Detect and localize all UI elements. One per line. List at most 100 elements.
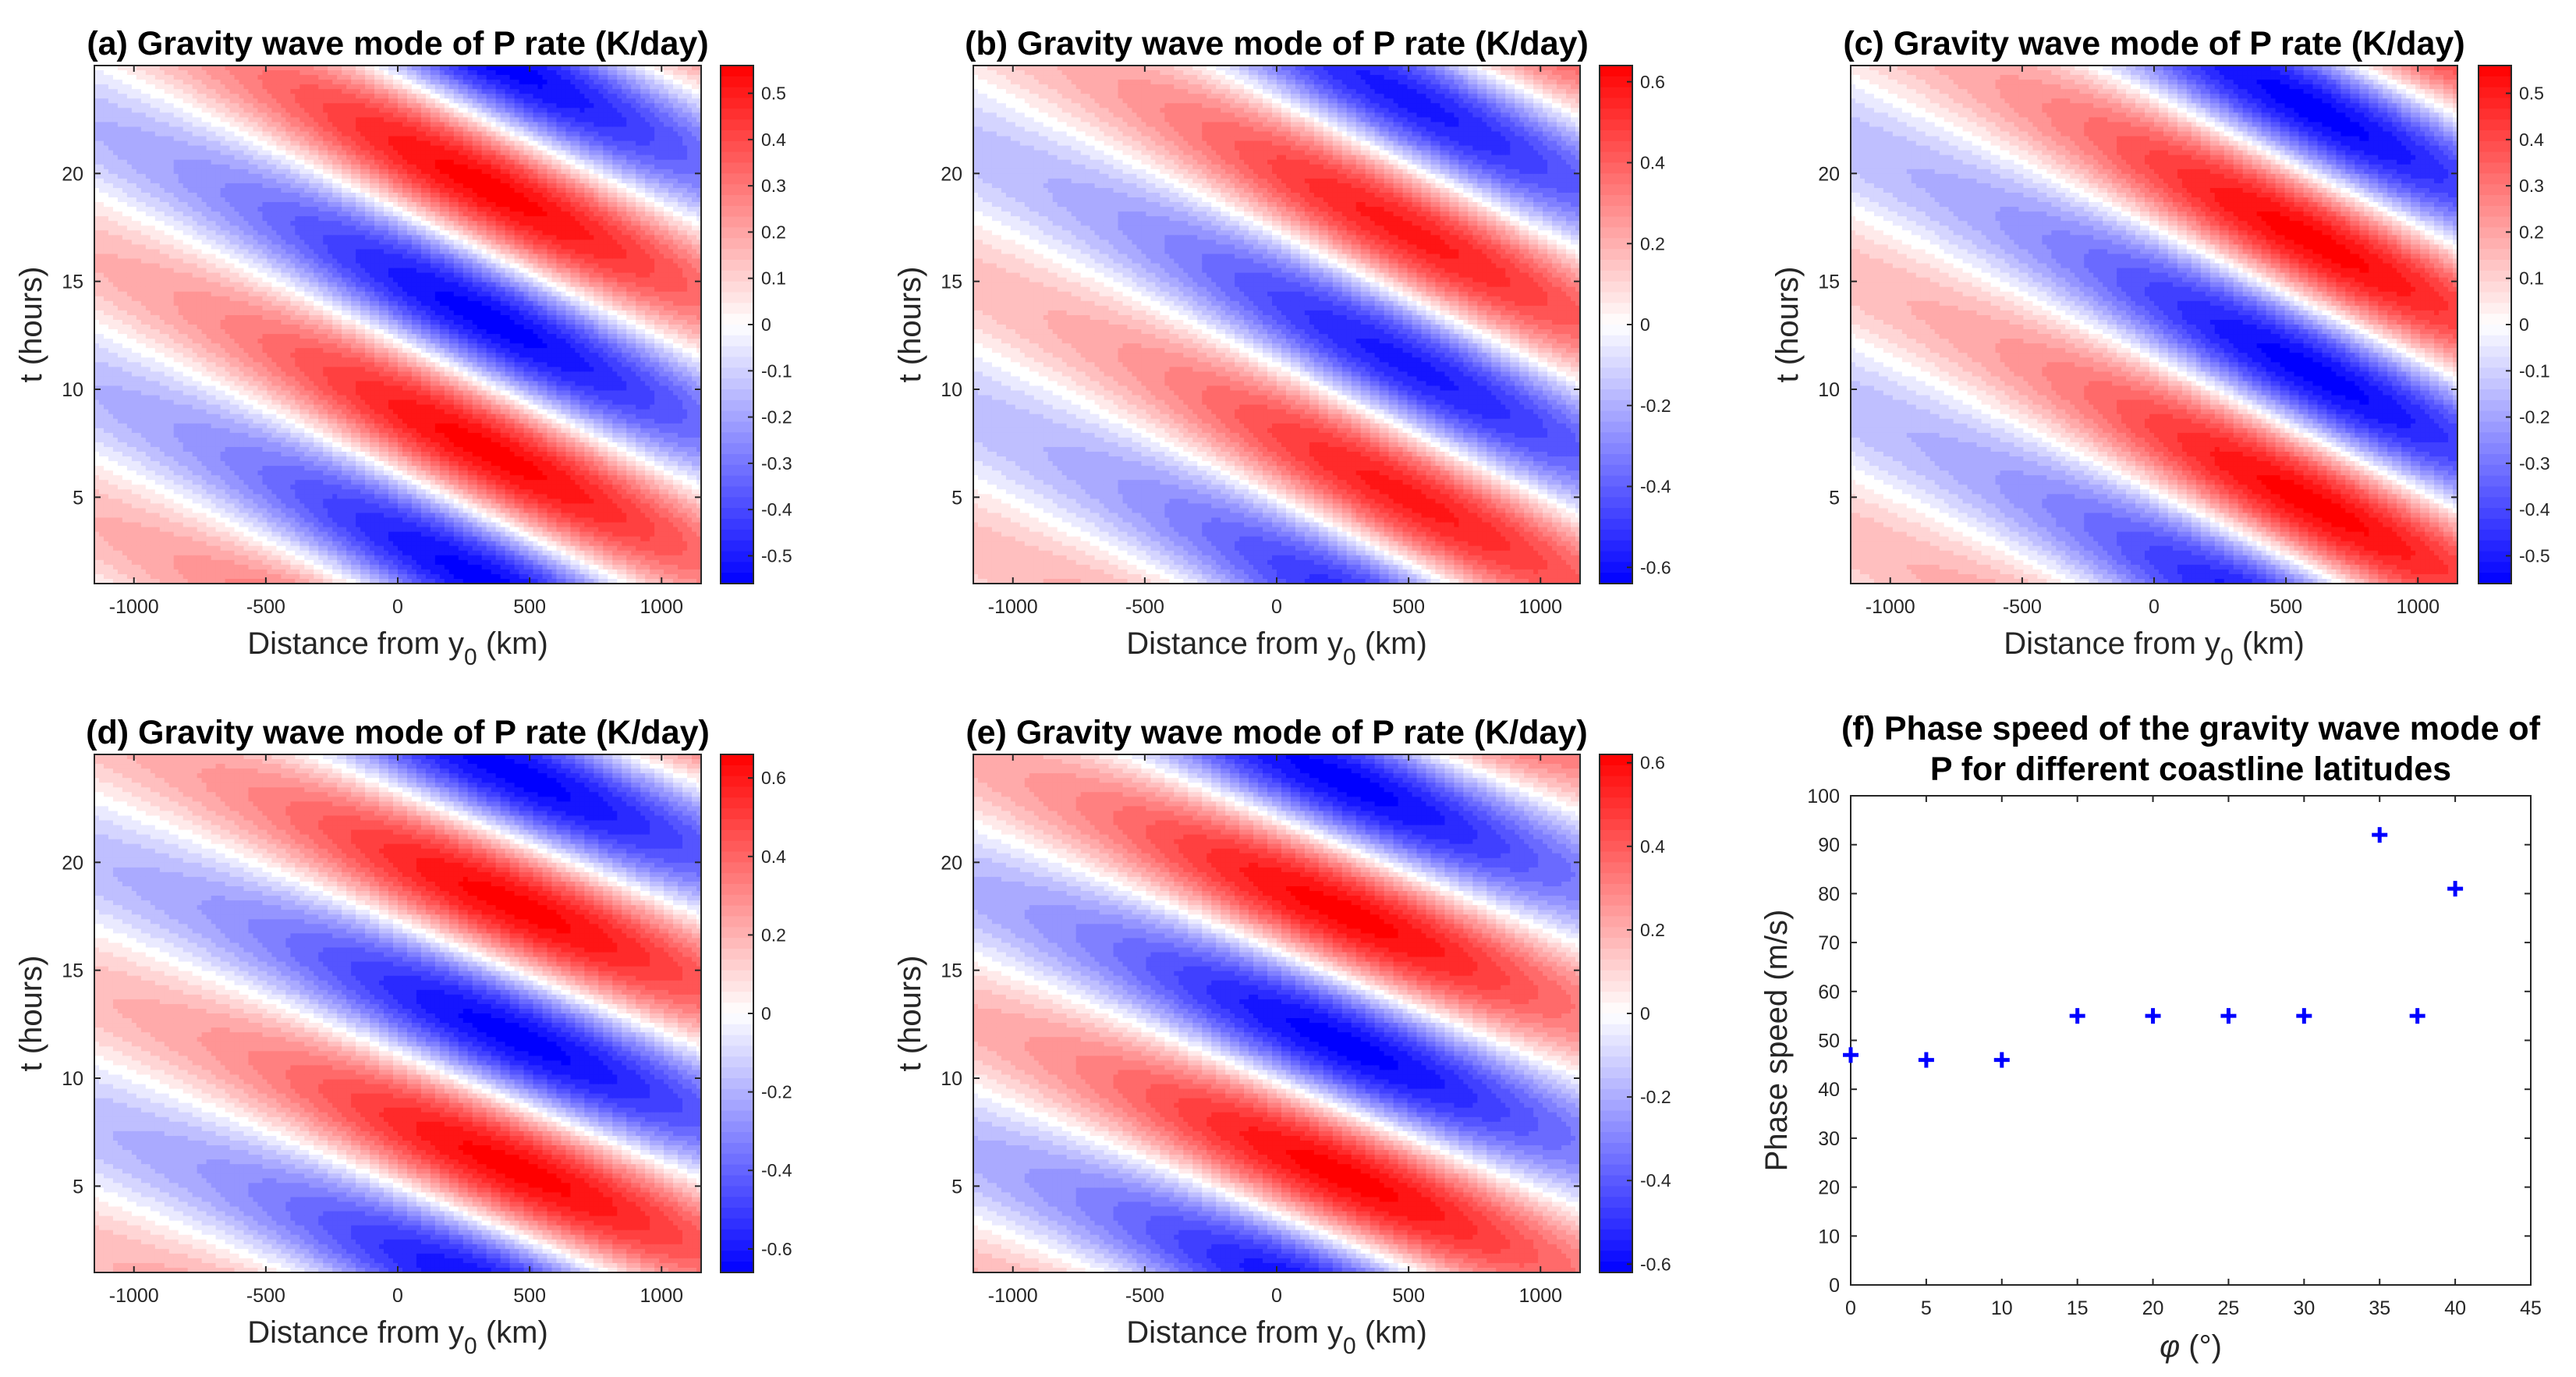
heat-cell <box>141 197 147 203</box>
heat-cell <box>99 202 105 208</box>
heat-cell <box>118 541 123 547</box>
heat-cell <box>141 353 147 358</box>
heat-cell <box>141 221 147 226</box>
heat-cell <box>118 508 123 513</box>
heat-cell <box>155 447 161 452</box>
heat-cell <box>165 329 170 335</box>
heat-cell <box>113 301 119 307</box>
heat-cell <box>160 249 165 254</box>
heat-cell <box>118 371 123 377</box>
heat-cell <box>151 80 156 85</box>
heat-cell <box>132 371 137 377</box>
heat-cell <box>132 343 137 349</box>
heat-cell <box>104 461 109 467</box>
heat-cell <box>118 329 123 335</box>
heat-cell <box>136 329 142 335</box>
heat-cell <box>165 126 170 132</box>
heat-cell <box>113 311 119 316</box>
heat-cell <box>165 371 170 377</box>
heat-cell <box>122 282 128 288</box>
heat-cell <box>132 419 137 424</box>
heat-cell <box>141 254 147 259</box>
heat-cell <box>113 424 119 429</box>
heat-cell <box>122 480 128 485</box>
heat-cell <box>141 282 147 288</box>
heat-cell <box>146 296 151 302</box>
heat-cell <box>141 296 147 302</box>
heat-cell <box>104 151 109 156</box>
heat-cell <box>104 517 109 523</box>
heat-cell <box>155 268 161 274</box>
heat-cell <box>132 339 137 344</box>
heat-cell <box>118 240 123 245</box>
heat-cell <box>132 362 137 367</box>
heat-cell <box>127 296 133 302</box>
heat-cell <box>108 151 114 156</box>
heat-cell <box>113 447 119 452</box>
heat-cell <box>136 132 142 137</box>
heat-cell <box>122 137 128 142</box>
heat-cell <box>132 301 137 307</box>
heat-cell <box>104 551 109 556</box>
heat-cell <box>155 503 161 509</box>
heat-cell <box>141 132 147 137</box>
heat-cell <box>122 117 128 122</box>
heat-cell <box>127 70 133 76</box>
heat-cell <box>127 414 133 420</box>
heat-cell <box>113 560 119 566</box>
heat-cell <box>113 165 119 170</box>
heat-cell <box>104 499 109 504</box>
heat-cell <box>132 570 137 575</box>
heat-cell <box>122 447 128 452</box>
heat-cell <box>118 230 123 236</box>
heat-cell <box>160 329 165 335</box>
heat-cell <box>113 329 119 335</box>
heat-cell <box>113 466 119 471</box>
heat-cell <box>104 264 109 269</box>
heat-cell <box>160 202 165 208</box>
heat-cell <box>118 527 123 533</box>
heat-cell <box>127 456 133 462</box>
heat-cell <box>136 376 142 382</box>
heat-cell <box>104 155 109 161</box>
heat-cell <box>122 405 128 410</box>
heat-cell <box>118 221 123 226</box>
heat-cell <box>155 357 161 363</box>
heat-cell <box>118 235 123 240</box>
heat-cell <box>136 343 142 349</box>
heat-cell <box>141 146 147 151</box>
heat-cell <box>132 311 137 316</box>
heat-cell <box>146 348 151 353</box>
heat-cell <box>151 193 156 198</box>
heat-cell <box>108 565 114 570</box>
heat-cell <box>155 311 161 316</box>
heat-cell <box>113 391 119 396</box>
heat-cell <box>151 122 156 127</box>
heat-cell <box>118 146 123 151</box>
heat-cell <box>165 132 170 137</box>
heat-cell <box>146 320 151 325</box>
heat-cell <box>165 301 170 307</box>
heat-cell <box>165 70 170 76</box>
heat-cell <box>141 428 147 434</box>
heat-cell <box>151 197 156 203</box>
heat-cell <box>118 470 123 476</box>
heat-cell <box>122 221 128 226</box>
heat-cell <box>127 537 133 542</box>
heat-cell <box>99 329 105 335</box>
heat-cell <box>146 489 151 495</box>
heat-cell <box>160 503 165 509</box>
heat-cell <box>99 461 105 467</box>
heat-cell <box>151 103 156 108</box>
heat-cell <box>146 456 151 462</box>
heat-cell <box>141 442 147 448</box>
heat-cell <box>104 537 109 542</box>
heat-cell <box>136 565 142 570</box>
heat-cell <box>146 254 151 259</box>
heat-cell <box>99 315 105 321</box>
heat-cell <box>104 98 109 104</box>
heat-cell <box>127 466 133 471</box>
heat-cell <box>160 348 165 353</box>
heat-cell <box>118 489 123 495</box>
heat-cell <box>160 560 165 566</box>
